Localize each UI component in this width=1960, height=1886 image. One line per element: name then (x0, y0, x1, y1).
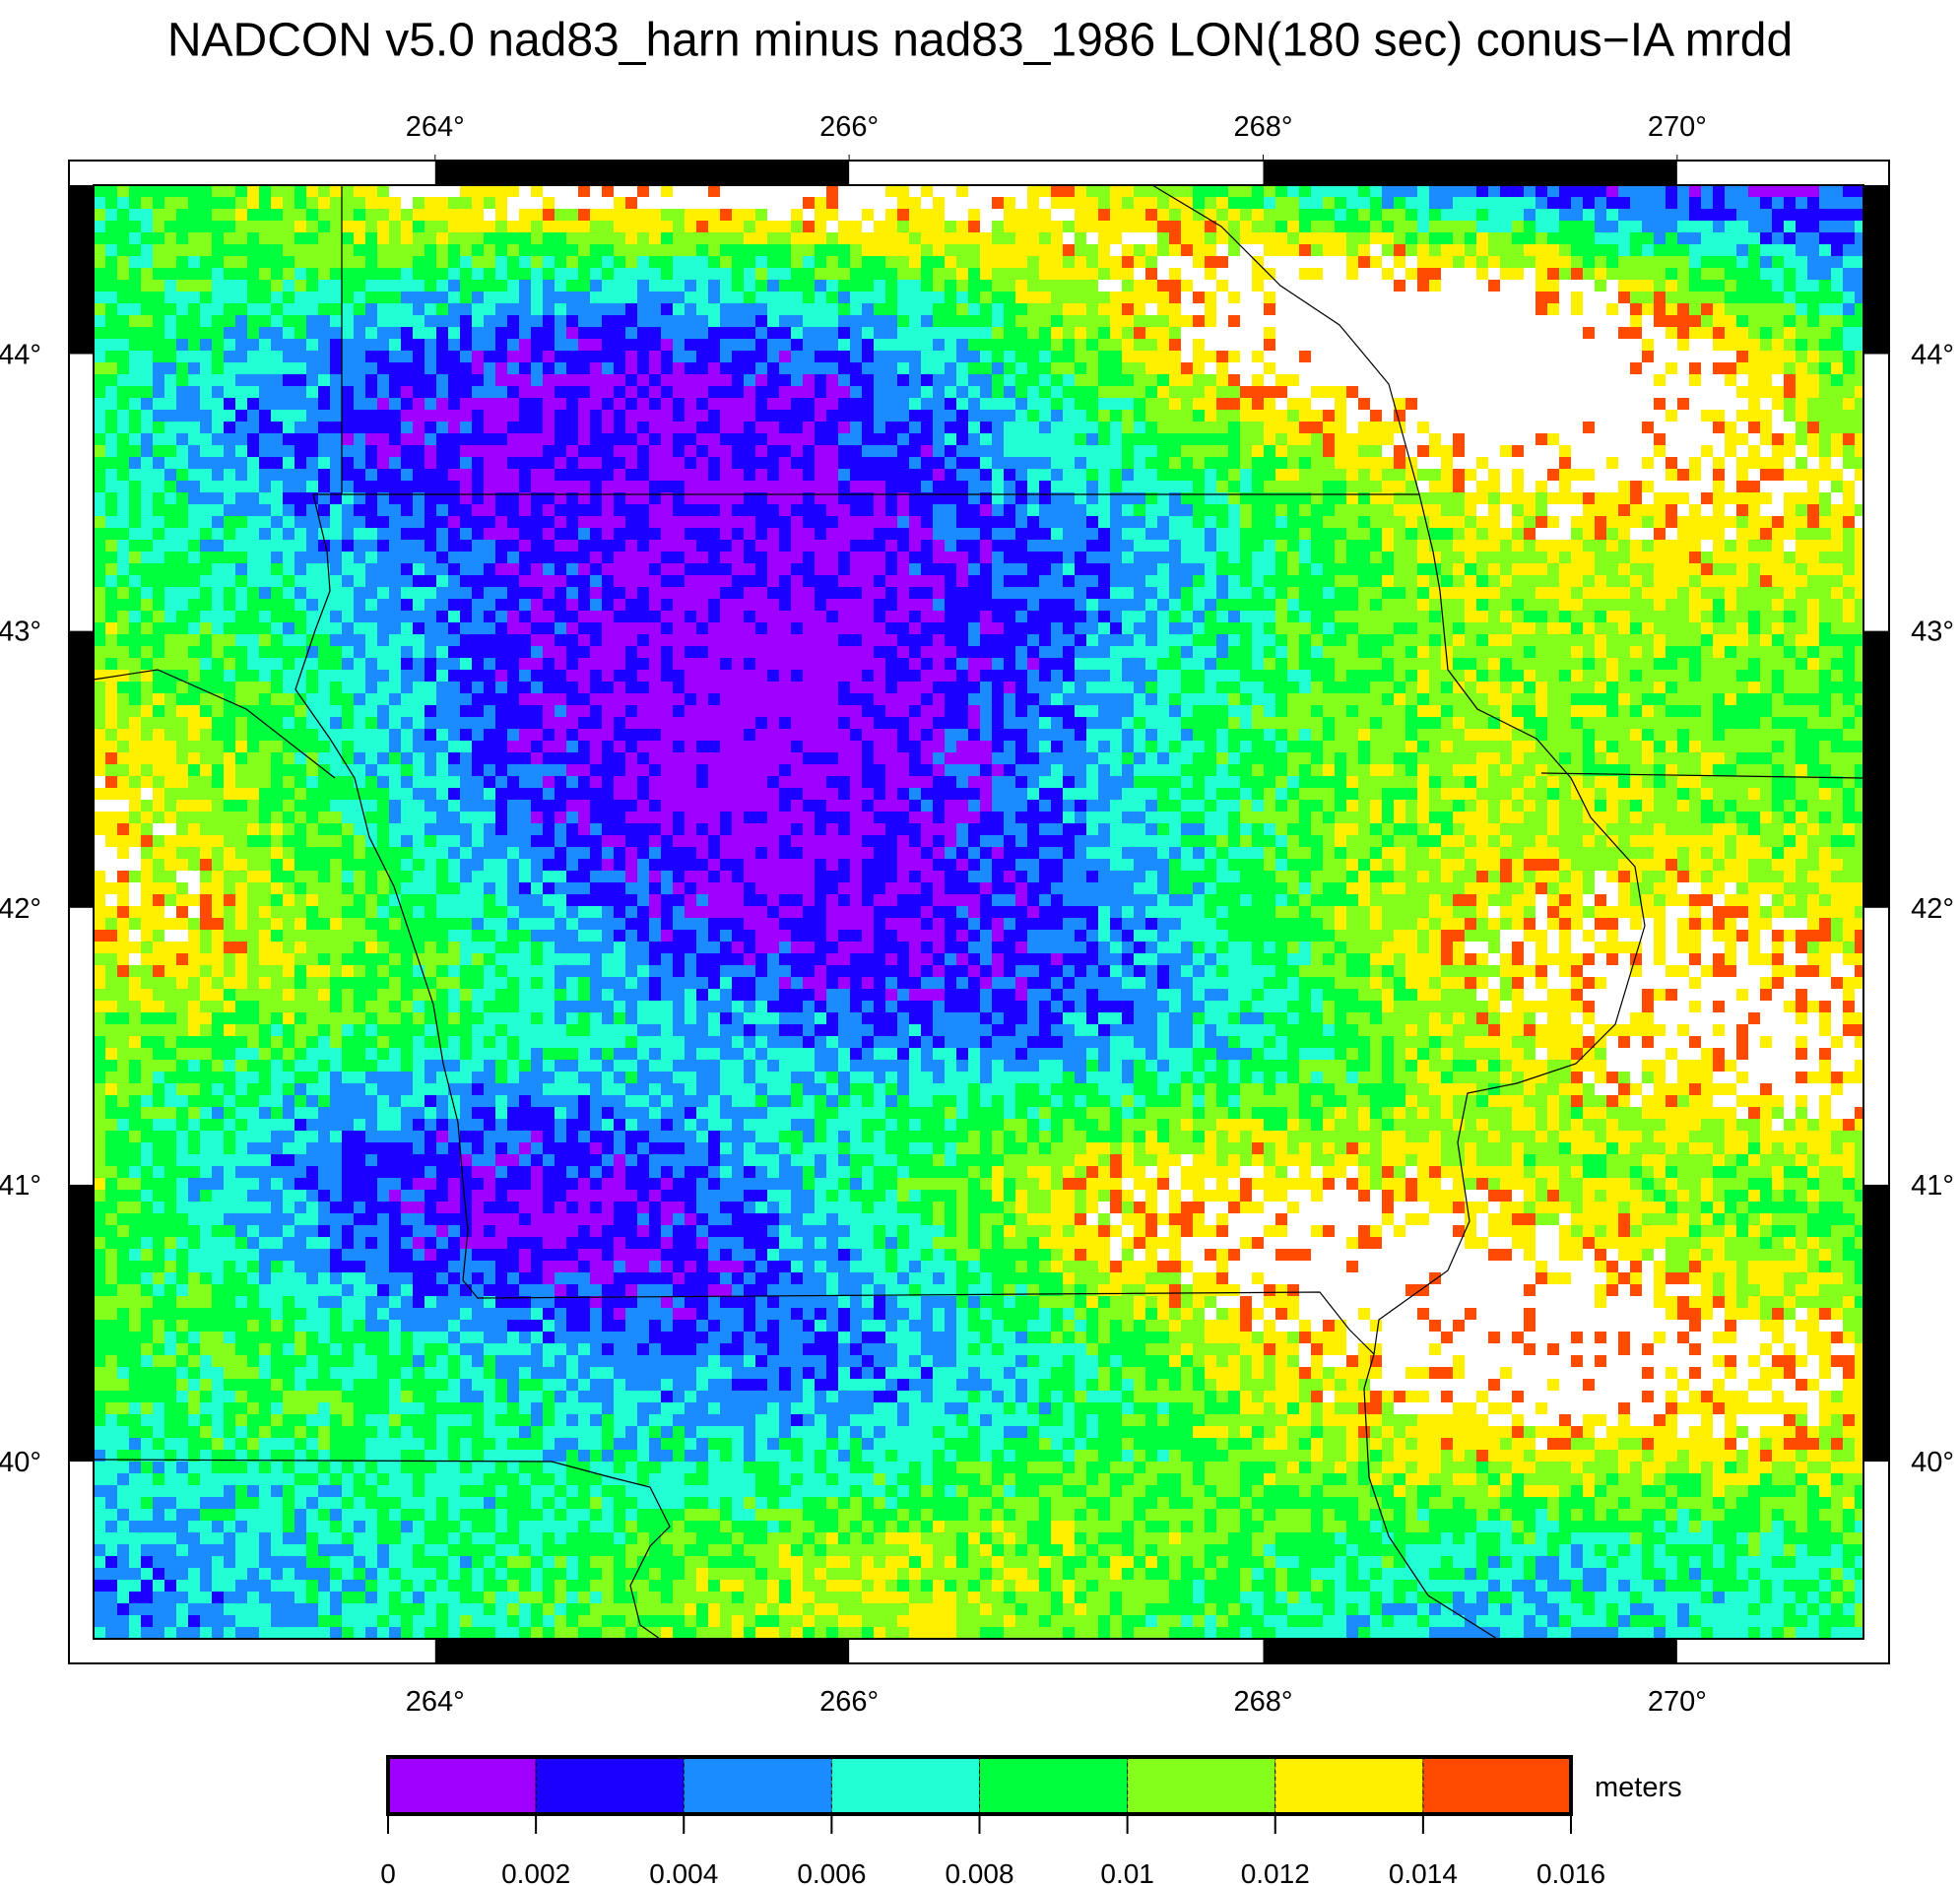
x-tick-label: 270° (1648, 1686, 1707, 1718)
x-tick-label: 266° (819, 1686, 879, 1718)
y-tick-label: 44° (1911, 339, 1954, 370)
raster-cells (94, 185, 1863, 1627)
x-tick-label: 268° (1233, 111, 1292, 143)
map-frame: 264° 264° 266° 266° 268° 268° 270° 270° 40° 40° 41… (0, 111, 1954, 1718)
frame-band (1863, 185, 1889, 355)
border (93, 669, 336, 779)
border (93, 1459, 671, 1640)
inner-frame (93, 184, 1864, 1640)
title: NADCON v5.0 nad83_harn minus nad83_1986 … (167, 15, 1793, 67)
raster-cells (94, 185, 1863, 1639)
y-tick-label: 40° (0, 1447, 41, 1478)
colorbar-tick-label: 0.016 (1536, 1858, 1605, 1886)
border (313, 493, 1646, 1355)
x-tick-label: 264° (406, 111, 465, 143)
frame-band (434, 1639, 850, 1663)
raster-cells (94, 185, 1863, 1639)
y-tick-label: 41° (0, 1170, 41, 1202)
colorbar-swatch (979, 1756, 1129, 1815)
colorbar-tick-label: 0.006 (797, 1858, 866, 1886)
colorbar-tick-label: 0 (380, 1858, 396, 1886)
frame-band (69, 630, 94, 908)
raster-cells (94, 185, 1863, 1450)
raster (94, 185, 1863, 1639)
border (1151, 184, 1420, 495)
frame-band (1263, 1639, 1677, 1663)
y-tick-label: 42° (0, 893, 41, 925)
state-borders (93, 184, 1864, 1640)
x-tick-label: 268° (1233, 1686, 1292, 1718)
frame-band (1263, 161, 1677, 185)
colorbar-tick-label: 0.002 (501, 1858, 570, 1886)
colorbar-tick-label: 0.01 (1100, 1858, 1154, 1886)
y-tick-label: 43° (0, 617, 41, 648)
colorbar-swatch (830, 1756, 980, 1815)
x-tick-label: 266° (819, 111, 879, 143)
colorbar-swatch (387, 1756, 537, 1815)
border (1540, 772, 1864, 779)
y-tick-label: 44° (0, 339, 41, 370)
colorbar-tick-label: 0.004 (649, 1858, 718, 1886)
colorbar-swatch (683, 1756, 832, 1815)
raster-cells (342, 185, 1819, 1320)
colorbar-swatch (1422, 1756, 1572, 1815)
border (294, 493, 1498, 1640)
raster-cells (94, 185, 1863, 1639)
colorbar-label: meters (1595, 1772, 1682, 1803)
frame-band (1863, 630, 1889, 908)
y-tick-label: 41° (1911, 1170, 1954, 1202)
frame-band (69, 1184, 94, 1463)
frame-band (1863, 1184, 1889, 1463)
raster-cells (94, 185, 1863, 1639)
colorbar-swatch (535, 1756, 685, 1815)
y-tick-label: 40° (1911, 1447, 1954, 1478)
x-tick-label: 264° (406, 1686, 465, 1718)
colorbar: 0 0.002 0.004 0.006 0.008 0.01 0.012 0.014 0.016… (380, 1755, 1682, 1886)
colorbar-tick-label: 0.008 (945, 1858, 1013, 1886)
colorbar-swatch (1274, 1756, 1424, 1815)
frame-band (434, 161, 850, 185)
colorbar-swatch (1127, 1756, 1276, 1815)
y-tick-label: 43° (1911, 617, 1954, 648)
outer-frame (68, 160, 1890, 1664)
frame-band (69, 185, 94, 355)
y-tick-label: 42° (1911, 893, 1954, 925)
raster-cells (94, 185, 1863, 1462)
x-tick-label: 270° (1648, 111, 1707, 143)
colorbar-tick-label: 0.014 (1389, 1858, 1458, 1886)
colorbar-tick-label: 0.012 (1241, 1858, 1310, 1886)
